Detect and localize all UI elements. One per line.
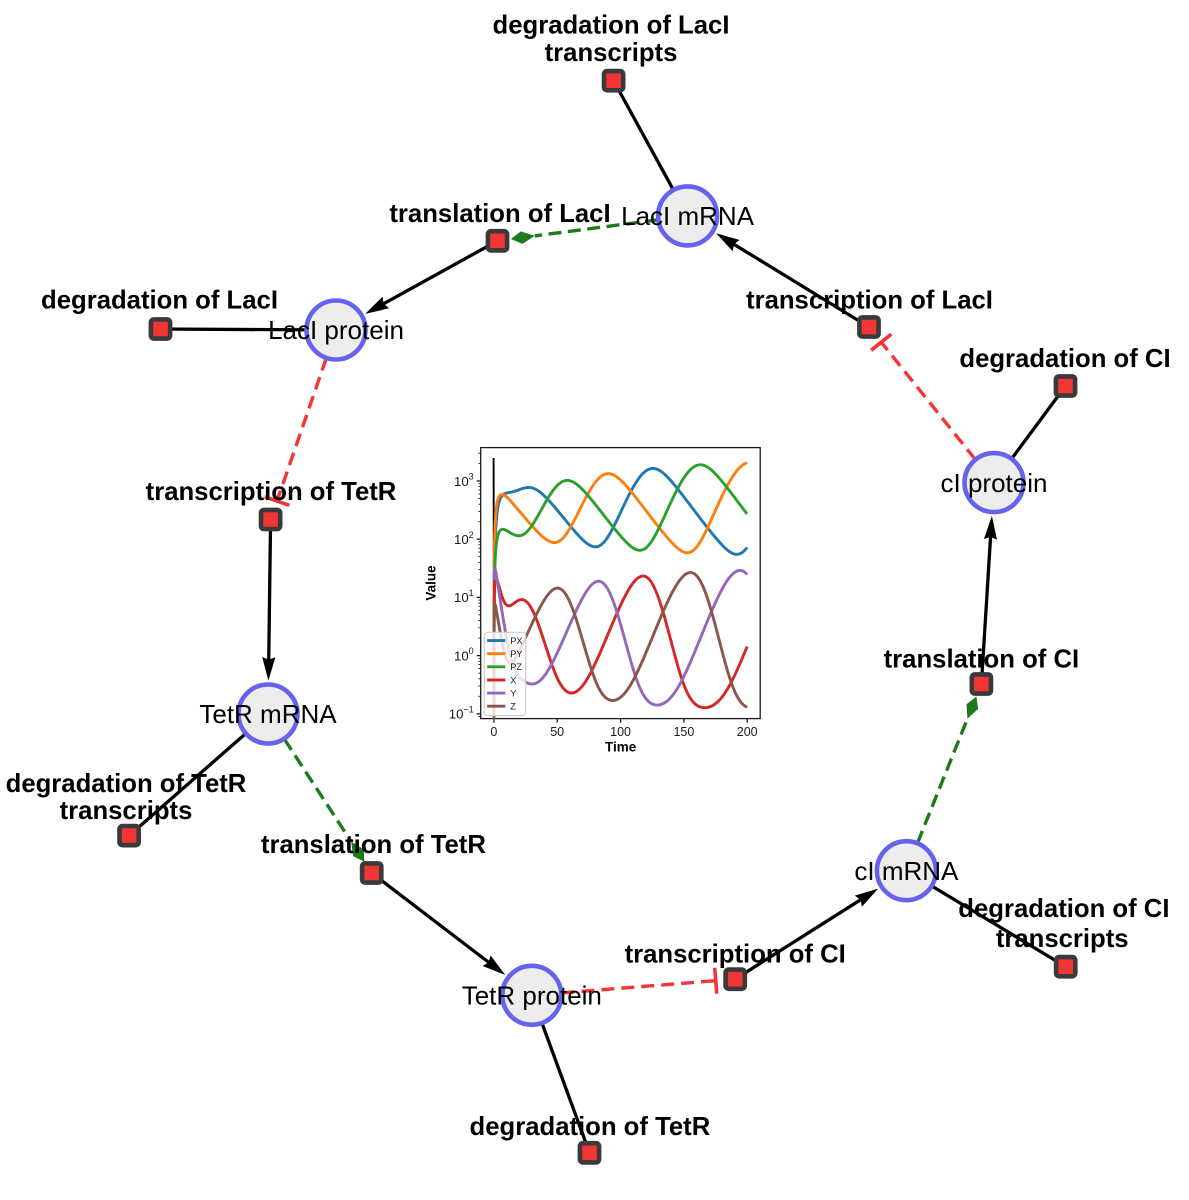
svg-text:LacI protein: LacI protein — [268, 315, 404, 345]
svg-text:Time: Time — [605, 740, 637, 755]
svg-text:transcripts: transcripts — [996, 925, 1129, 953]
svg-text:transcription of CI: transcription of CI — [625, 941, 846, 969]
svg-text:degradation of CI: degradation of CI — [958, 895, 1169, 923]
svg-text:200: 200 — [737, 725, 758, 739]
svg-text:101: 101 — [454, 588, 474, 605]
svg-text:Value: Value — [424, 565, 439, 601]
svg-text:100: 100 — [610, 725, 631, 739]
svg-text:TetR protein: TetR protein — [462, 981, 602, 1011]
svg-text:degradation of TetR: degradation of TetR — [6, 770, 247, 798]
svg-text:LacI mRNA: LacI mRNA — [621, 201, 755, 231]
svg-text:PX: PX — [510, 636, 522, 646]
svg-text:degradation of CI: degradation of CI — [959, 345, 1170, 373]
svg-text:PZ: PZ — [510, 662, 522, 672]
svg-text:150: 150 — [673, 725, 694, 739]
svg-text:transcripts: transcripts — [545, 39, 678, 67]
svg-text:cI protein: cI protein — [941, 468, 1048, 498]
svg-text:transcription of TetR: transcription of TetR — [146, 478, 397, 506]
svg-text:10−1: 10−1 — [449, 704, 474, 721]
svg-text:100: 100 — [454, 646, 474, 663]
svg-text:degradation of LacI: degradation of LacI — [41, 287, 278, 315]
svg-text:X: X — [510, 675, 516, 685]
svg-text:102: 102 — [454, 530, 474, 547]
svg-text:103: 103 — [454, 472, 474, 489]
svg-text:translation of CI: translation of CI — [884, 646, 1080, 674]
svg-text:degradation of TetR: degradation of TetR — [470, 1113, 711, 1141]
svg-text:transcription of LacI: transcription of LacI — [746, 287, 993, 315]
svg-text:cI mRNA: cI mRNA — [854, 856, 959, 886]
svg-text:translation of LacI: translation of LacI — [389, 200, 610, 228]
svg-text:Z: Z — [510, 702, 516, 712]
svg-text:transcripts: transcripts — [60, 797, 193, 825]
svg-text:PY: PY — [510, 649, 522, 659]
svg-text:degradation of LacI: degradation of LacI — [493, 12, 730, 40]
svg-text:translation of TetR: translation of TetR — [261, 831, 486, 859]
svg-text:50: 50 — [550, 725, 564, 739]
svg-text:TetR mRNA: TetR mRNA — [199, 699, 337, 729]
svg-text:Y: Y — [510, 689, 516, 699]
svg-text:0: 0 — [490, 725, 497, 739]
